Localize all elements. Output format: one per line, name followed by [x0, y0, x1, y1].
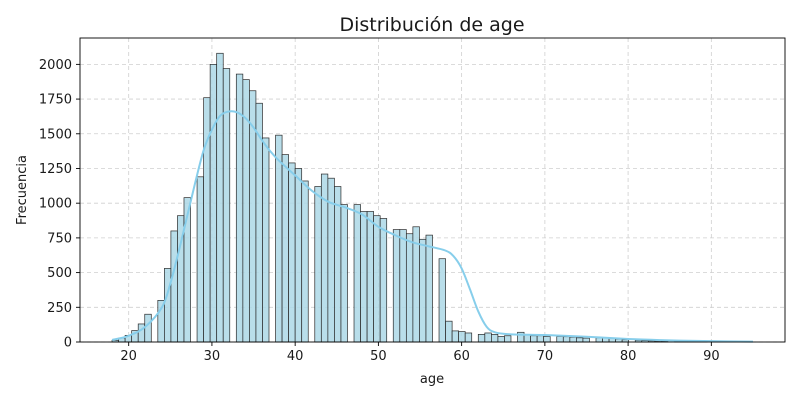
x-tick-label: 90 — [703, 349, 720, 364]
x-tick-label: 20 — [120, 349, 137, 364]
histogram-bar — [334, 186, 342, 343]
y-tick-label: 1500 — [39, 127, 72, 142]
histogram-bar — [275, 134, 283, 343]
histogram-bar — [569, 336, 577, 343]
histogram-bar — [504, 335, 512, 343]
y-tick-label: 1750 — [39, 93, 72, 108]
histogram-bar — [379, 218, 388, 343]
kde-curve — [111, 110, 753, 343]
y-tick-label: 250 — [47, 301, 72, 316]
histogram-bar — [484, 332, 492, 343]
histogram-bar — [477, 334, 486, 343]
histogram-bar — [196, 176, 204, 343]
x-tick-label: 70 — [537, 349, 554, 364]
x-tick-label: 30 — [204, 349, 221, 364]
x-axis-label: age — [420, 372, 444, 387]
histogram-bar — [562, 336, 571, 343]
histogram-bar — [360, 211, 368, 343]
histogram-bar — [497, 336, 505, 343]
plot-frame — [79, 37, 786, 343]
histogram-bar — [281, 154, 289, 343]
histogram-bar — [262, 137, 270, 343]
x-axis-ticks: 20 30 40 50 60 70 80 90 — [120, 342, 720, 364]
histogram-bar — [491, 334, 499, 343]
histogram-bar — [445, 320, 453, 343]
histogram-bar — [209, 64, 218, 343]
histogram-bar — [170, 230, 178, 343]
histogram-bar — [216, 52, 224, 343]
histogram-bar — [137, 323, 146, 343]
histogram-bar — [288, 162, 296, 343]
histogram-bar — [373, 215, 381, 343]
x-tick-label: 50 — [370, 349, 387, 364]
histogram-bar — [419, 238, 427, 343]
kde-layer — [111, 110, 753, 343]
histogram-bar — [366, 211, 374, 343]
histogram-bar — [340, 204, 348, 343]
x-tick-label: 60 — [453, 349, 470, 364]
histogram-bar — [392, 229, 401, 343]
y-tick-label: 500 — [47, 266, 72, 281]
histogram-bar — [301, 180, 309, 343]
x-tick-label: 40 — [287, 349, 304, 364]
chart-title: Distribución de age — [339, 14, 524, 36]
y-tick-label: 2000 — [39, 58, 72, 73]
histogram-bar — [425, 234, 433, 343]
histogram-bar — [582, 337, 590, 343]
y-axis-ticks: 0 250 500 750 1000 1250 1500 1750 2000 — [39, 58, 80, 351]
histogram-bar — [405, 233, 414, 343]
histogram-bar — [464, 332, 473, 343]
histogram-bar — [543, 336, 551, 343]
histogram-bar — [576, 337, 584, 343]
y-tick-label: 1250 — [39, 162, 72, 177]
histogram-bar — [314, 186, 322, 343]
histogram-bar — [164, 268, 172, 343]
histogram-bar — [451, 330, 460, 343]
y-axis-label: Frecuencia — [15, 155, 30, 225]
histogram-bar — [530, 335, 538, 343]
histogram-bar — [144, 313, 152, 343]
bars — [111, 52, 741, 343]
histogram-bar — [353, 204, 361, 343]
histogram-bar — [536, 335, 545, 343]
histogram-bar — [222, 68, 231, 343]
histogram-bar — [458, 331, 466, 343]
y-tick-label: 1000 — [39, 197, 72, 212]
y-tick-label: 0 — [64, 336, 72, 351]
x-tick-label: 80 — [620, 349, 637, 364]
histogram-bar — [294, 168, 303, 343]
histogram-bar — [399, 229, 407, 343]
histogram-bar — [438, 258, 446, 343]
histogram-bar — [556, 336, 564, 343]
y-tick-label: 750 — [47, 231, 72, 246]
